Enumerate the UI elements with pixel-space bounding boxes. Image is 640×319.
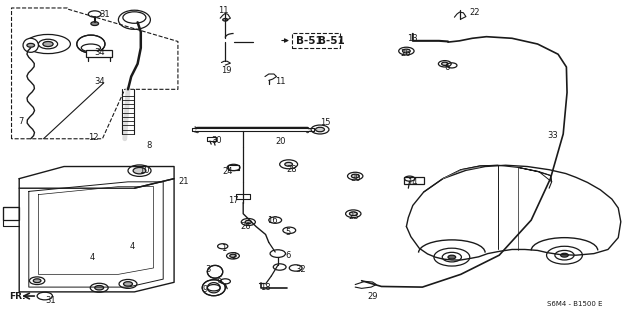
Text: 23: 23 xyxy=(349,212,360,221)
Circle shape xyxy=(43,41,53,47)
Circle shape xyxy=(316,127,324,132)
Circle shape xyxy=(349,212,357,216)
Circle shape xyxy=(207,285,220,291)
Bar xyxy=(292,33,340,48)
Text: 26: 26 xyxy=(401,49,412,58)
Circle shape xyxy=(91,22,99,26)
Circle shape xyxy=(27,43,35,47)
Text: 34: 34 xyxy=(95,77,106,86)
Text: 21: 21 xyxy=(178,177,188,186)
Text: 26: 26 xyxy=(240,222,251,231)
Circle shape xyxy=(351,174,359,178)
Ellipse shape xyxy=(23,38,38,52)
Ellipse shape xyxy=(77,35,105,53)
Text: 3: 3 xyxy=(205,265,210,274)
Text: 7: 7 xyxy=(18,117,23,126)
Text: 33: 33 xyxy=(547,131,558,140)
Circle shape xyxy=(230,254,236,257)
Text: 4: 4 xyxy=(90,253,95,262)
Text: 8: 8 xyxy=(146,141,151,150)
Circle shape xyxy=(245,220,252,224)
Text: 20: 20 xyxy=(275,137,285,146)
Ellipse shape xyxy=(118,10,150,29)
Text: 22: 22 xyxy=(470,8,480,17)
Text: 14: 14 xyxy=(407,178,417,187)
Bar xyxy=(3,207,19,220)
Text: S6M4 - B1500 E: S6M4 - B1500 E xyxy=(547,301,603,307)
Circle shape xyxy=(442,62,448,65)
Text: 12: 12 xyxy=(88,133,99,142)
Circle shape xyxy=(95,286,104,290)
Ellipse shape xyxy=(202,280,225,296)
Text: 32: 32 xyxy=(296,265,307,274)
Bar xyxy=(404,177,424,184)
Circle shape xyxy=(133,167,146,174)
Text: 11: 11 xyxy=(218,6,228,15)
Text: 13: 13 xyxy=(407,34,418,43)
Circle shape xyxy=(448,255,456,259)
Text: 34: 34 xyxy=(95,48,106,57)
Text: 30: 30 xyxy=(211,137,222,145)
Ellipse shape xyxy=(81,44,100,52)
Circle shape xyxy=(124,282,132,286)
Text: 28: 28 xyxy=(287,165,298,174)
Text: 6: 6 xyxy=(216,276,221,285)
Text: 10: 10 xyxy=(140,166,150,175)
Text: 6: 6 xyxy=(445,63,450,72)
Text: B-51: B-51 xyxy=(296,35,323,46)
Text: 2: 2 xyxy=(232,252,237,261)
Text: B-51: B-51 xyxy=(318,35,345,46)
Text: 24: 24 xyxy=(223,167,233,176)
Bar xyxy=(86,50,112,57)
Circle shape xyxy=(33,279,41,283)
Ellipse shape xyxy=(207,265,223,278)
Text: 9: 9 xyxy=(202,285,207,294)
Text: 11: 11 xyxy=(275,77,285,86)
Text: FR.: FR. xyxy=(10,292,26,300)
Text: 4: 4 xyxy=(129,242,134,251)
Circle shape xyxy=(403,49,410,53)
Text: 1: 1 xyxy=(221,244,227,253)
Circle shape xyxy=(285,162,292,166)
Text: 29: 29 xyxy=(367,292,378,300)
Ellipse shape xyxy=(123,12,146,23)
Text: 17: 17 xyxy=(228,196,239,204)
Text: 16: 16 xyxy=(268,216,278,225)
Text: 6: 6 xyxy=(285,251,291,260)
Text: 18: 18 xyxy=(260,283,271,292)
Text: 19: 19 xyxy=(221,66,232,75)
Ellipse shape xyxy=(26,34,70,54)
Text: 30: 30 xyxy=(351,174,362,182)
Text: 5: 5 xyxy=(285,228,291,237)
Text: 31: 31 xyxy=(99,10,110,19)
Circle shape xyxy=(561,253,568,257)
Text: 31: 31 xyxy=(45,296,56,305)
Text: 15: 15 xyxy=(320,118,330,127)
Circle shape xyxy=(223,19,228,21)
